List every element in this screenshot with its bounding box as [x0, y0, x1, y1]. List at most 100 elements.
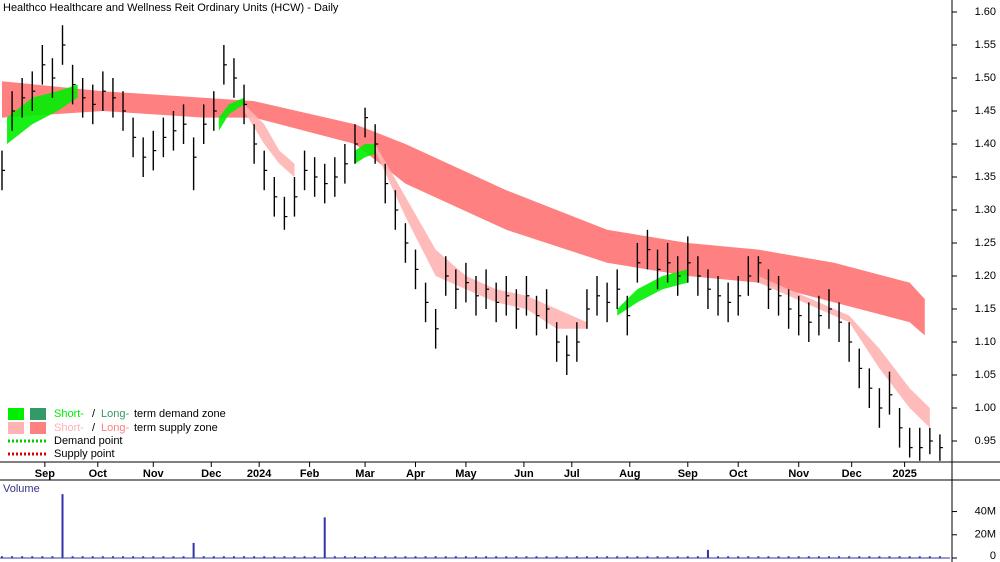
legend-text: / [92, 422, 96, 434]
y-tick-label: 1.10 [975, 336, 996, 348]
volume-bar [454, 556, 457, 558]
x-tick-label: Sep [35, 468, 55, 480]
volume-bar [243, 556, 246, 558]
volume-bar [777, 556, 780, 558]
volume-bar [686, 556, 689, 558]
volume-bar [918, 556, 921, 558]
volume-bar [333, 556, 336, 558]
volume-bar [706, 549, 709, 558]
y-tick-label: 1.40 [975, 138, 996, 150]
y-tick-label: 1.45 [975, 105, 996, 117]
volume-bar [646, 556, 649, 558]
volume-bar [11, 556, 14, 558]
y2-tick-label: 0 [990, 550, 996, 562]
volume-bar [293, 556, 296, 558]
volume-bar [162, 556, 165, 558]
volume-bar [192, 542, 195, 558]
volume-bar [898, 556, 901, 558]
volume-bar [626, 556, 629, 558]
volume-bar [303, 556, 306, 558]
volume-bar [928, 556, 931, 558]
legend-swatch [8, 408, 24, 420]
legend-text: term supply zone [134, 422, 218, 434]
legend-text: Long- [101, 422, 129, 434]
volume-bar [596, 556, 599, 558]
volume-bar [222, 556, 225, 558]
volume-bar [111, 556, 114, 558]
volume-bar [404, 556, 407, 558]
volume-bar [666, 556, 669, 558]
volume-bar [263, 556, 266, 558]
volume-bar [888, 556, 891, 558]
volume-bar [737, 556, 740, 558]
y-tick-label: 1.55 [975, 39, 996, 51]
y-tick-label: 1.05 [975, 369, 996, 381]
volume-bar [807, 556, 810, 558]
volume-bar [535, 556, 538, 558]
x-tick-label: Dec [842, 468, 862, 480]
legend-swatch [30, 422, 46, 434]
volume-bar [676, 556, 679, 558]
volume-bar [212, 556, 215, 558]
volume-bar [232, 556, 235, 558]
volume-bar [414, 556, 417, 558]
volume-bar [273, 556, 276, 558]
legend-swatch [8, 422, 24, 434]
volume-bar [132, 556, 135, 558]
zone-short-supply [375, 144, 587, 329]
volume-bar [575, 556, 578, 558]
volume-bar [787, 556, 790, 558]
y-tick-label: 1.25 [975, 237, 996, 249]
x-tick-label: Aug [619, 468, 640, 480]
volume-bar [505, 556, 508, 558]
y-tick-label: 1.35 [975, 171, 996, 183]
volume-bar [182, 556, 185, 558]
volume-bar [21, 556, 24, 558]
volume-bar [525, 556, 528, 558]
x-tick-label: Oct [729, 468, 748, 480]
x-tick-label: Nov [143, 468, 165, 480]
volume-bar [202, 556, 205, 558]
legend-text: Long- [101, 408, 129, 420]
x-tick-label: Jun [514, 468, 534, 480]
y-tick-label: 1.50 [975, 72, 996, 84]
x-tick-label: Sep [678, 468, 698, 480]
volume-bar [71, 556, 74, 558]
zone-long-supply [2, 81, 925, 336]
volume-bar [817, 556, 820, 558]
y-tick-label: 0.95 [975, 435, 996, 447]
volume-bar [31, 556, 34, 558]
volume-bar [696, 556, 699, 558]
volume-bar [61, 494, 64, 558]
x-tick-label: Feb [300, 468, 320, 480]
x-tick-label: Dec [201, 468, 221, 480]
volume-bar [878, 556, 881, 558]
volume-bar [827, 556, 830, 558]
volume-bar [585, 556, 588, 558]
zone-short-demand [354, 144, 376, 164]
x-tick-label: Mar [355, 468, 375, 480]
volume-bar [374, 556, 377, 558]
legend-text: Supply point [54, 448, 115, 460]
volume-bar [152, 556, 155, 558]
volume-bar [656, 556, 659, 558]
legend-text: Short- [54, 422, 84, 434]
volume-bar [938, 556, 941, 558]
volume-bar [495, 556, 498, 558]
volume-bar [858, 556, 861, 558]
legend-text: / [92, 408, 96, 420]
volume-bar [41, 556, 44, 558]
x-tick-label: May [455, 468, 477, 480]
volume-bar [283, 556, 286, 558]
volume-bar [434, 556, 437, 558]
y-tick-label: 1.00 [975, 402, 996, 414]
y-tick-label: 1.20 [975, 270, 996, 282]
volume-bar [485, 556, 488, 558]
volume-bar [555, 556, 558, 558]
volume-bar [868, 556, 871, 558]
volume-bar [101, 556, 104, 558]
volume-bar [424, 556, 427, 558]
y2-tick-label: 40M [975, 505, 996, 517]
volume-bar [313, 556, 316, 558]
volume-bar [475, 556, 477, 558]
